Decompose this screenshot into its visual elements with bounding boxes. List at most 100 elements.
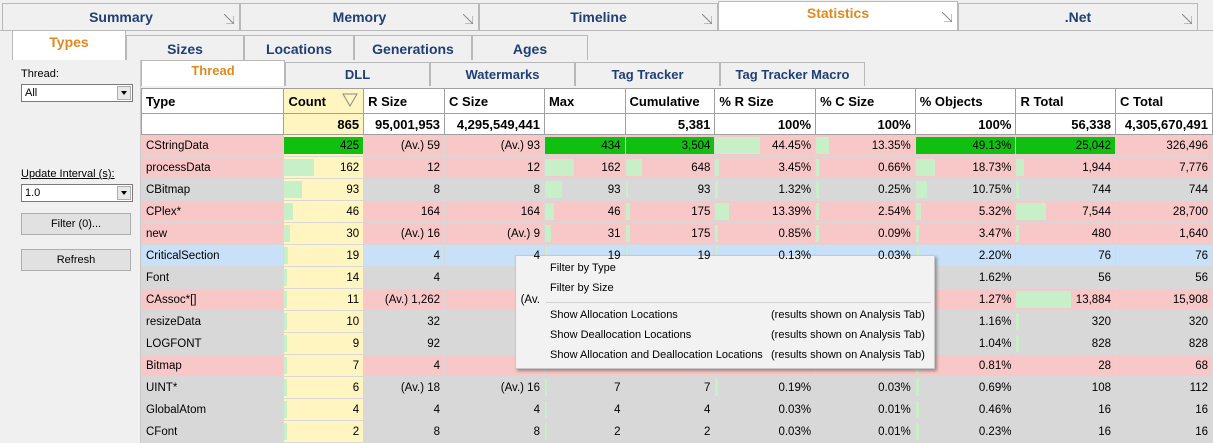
cell-value: 32	[427, 315, 441, 328]
value-bar	[916, 379, 919, 396]
value-bar	[715, 137, 760, 154]
table-row[interactable]: CBitmap 93 8 8 93 93 1.32% 0.25% 10.75% 744 744	[141, 178, 1213, 201]
col-header-type[interactable]: Type	[141, 88, 285, 114]
cell-value: 2	[614, 425, 621, 438]
col-header-ctotal[interactable]: C Total	[1114, 88, 1213, 114]
value-bar	[916, 137, 1015, 154]
value-bar	[284, 357, 287, 374]
col-header-max[interactable]: Max	[543, 88, 626, 114]
menu-item-show-alloc-dealloc-locations[interactable]: Show Allocation and Deallocation Locatio…	[550, 349, 763, 361]
cell-value: 164	[420, 205, 441, 218]
tab-statistics[interactable]: Statistics	[718, 1, 958, 30]
col-header-pct-objects[interactable]: % Objects	[914, 88, 1017, 114]
cell-max: 434	[543, 134, 626, 157]
cell-value: Font	[146, 271, 170, 284]
tab-label: .Net	[1064, 9, 1092, 25]
col-header-count[interactable]: Count	[283, 88, 365, 114]
cell-ctotal: 15,908	[1114, 288, 1213, 311]
col-header-rtotal[interactable]: R Total	[1015, 88, 1116, 114]
cell-value: 49.13%	[972, 139, 1012, 152]
cell-value: 0.03%	[778, 425, 812, 438]
col-header-rsize[interactable]: R Size	[363, 88, 446, 114]
col-header-pct-csize[interactable]: % C Size	[815, 88, 916, 114]
cell-value: 3,504	[681, 139, 711, 152]
cell-cumulative: 7	[624, 376, 716, 399]
cell-value: 76	[1098, 249, 1111, 262]
table-row[interactable]: new 30 (Av.) 16 (Av.) 9 31 175 0.85% 0.09% 3.47%…	[141, 222, 1213, 245]
cell-pct-objects: 3.47%	[914, 222, 1017, 245]
cell-count: 14	[283, 266, 365, 289]
table-row[interactable]: CFont 2 8 8 2 2 0.03% 0.01% 0.23% 16 16	[141, 420, 1213, 443]
cell-rsize: 32	[363, 310, 446, 333]
cell-value: 4	[433, 249, 441, 262]
update-interval-select[interactable]: 1.0	[21, 184, 133, 202]
cell-ctotal: 76	[1114, 244, 1213, 267]
value-bar	[916, 401, 919, 418]
cell-pct-objects: 0.23%	[914, 420, 1017, 443]
cell-pct-rsize: 1.32%	[714, 178, 817, 201]
cell-pct-objects: 1.62%	[914, 266, 1017, 289]
value-bar	[284, 247, 288, 264]
total-pct-rsize: 100%	[714, 113, 817, 135]
tab-summary[interactable]: Summary	[2, 3, 240, 30]
value-bar	[916, 181, 927, 198]
value-bar	[916, 203, 921, 220]
subtab-watermarks[interactable]: Watermarks	[430, 62, 575, 86]
cell-pct-csize: 0.03%	[815, 376, 916, 399]
tab-dotnet[interactable]: .Net	[958, 3, 1198, 30]
subtab-types[interactable]: Types	[12, 30, 126, 60]
cell-value: 12	[427, 161, 441, 174]
update-interval-label: Update Interval (s):	[21, 168, 115, 180]
cell-cumulative: 93	[624, 178, 716, 201]
col-header-cumulative[interactable]: Cumulative	[624, 88, 716, 114]
cell-ctotal: 828	[1114, 332, 1213, 355]
filter-button[interactable]: Filter (0)...	[21, 213, 131, 235]
thread-select[interactable]: All	[21, 84, 133, 102]
cell-value: 0.81%	[978, 359, 1012, 372]
cell-value: 3.45%	[778, 161, 812, 174]
table-row[interactable]: UINT* 6 (Av.) 18 (Av.) 16 7 7 0.19% 0.03% 0.69% 1…	[141, 376, 1213, 399]
value-bar	[816, 137, 830, 154]
total-type	[141, 113, 285, 135]
subtab-locations[interactable]: Locations	[244, 35, 354, 60]
subtab-thread[interactable]: Thread	[141, 60, 285, 86]
cell-value: 4	[533, 403, 540, 416]
refresh-button[interactable]: Refresh	[21, 249, 131, 271]
subtab-tag-tracker-macro[interactable]: Tag Tracker Macro	[720, 62, 865, 86]
menu-item-show-allocation-locations[interactable]: Show Allocation Locations	[550, 309, 678, 321]
value-bar	[545, 159, 575, 176]
subtab-sizes[interactable]: Sizes	[126, 35, 244, 60]
cell-type: processData	[141, 156, 285, 179]
types-table[interactable]: Type Count R Size C Size Max Cumulative …	[141, 88, 1213, 443]
cell-count: 10	[283, 310, 365, 333]
menu-item-filter-by-size[interactable]: Filter by Size	[550, 282, 614, 294]
cell-pct-csize: 0.09%	[815, 222, 916, 245]
table-row[interactable]: CPlex* 46 164 164 46 175 13.39% 2.54% 5.32% 7,544…	[141, 200, 1213, 223]
col-header-csize[interactable]: C Size	[444, 88, 545, 114]
menu-item-show-deallocation-locations[interactable]: Show Deallocation Locations	[550, 329, 692, 341]
cell-value: 2.54%	[878, 205, 911, 218]
cell-value: 0.03%	[878, 381, 911, 394]
menu-item-filter-by-type[interactable]: Filter by Type	[550, 262, 616, 274]
cell-value: 434	[601, 139, 621, 152]
table-row[interactable]: GlobalAtom 4 4 4 4 4 0.03% 0.01% 0.46% 16 16	[141, 398, 1213, 421]
table-row[interactable]: CStringData 425 (Av.) 59 (Av.) 93 434 3,504 44…	[141, 134, 1213, 157]
col-header-pct-rsize[interactable]: % R Size	[714, 88, 817, 114]
chevron-down-icon[interactable]	[117, 86, 131, 100]
table-row[interactable]: processData 162 12 12 162 648 3.45% 0.66% 18.73%…	[141, 156, 1213, 179]
total-rsize: 95,001,953	[363, 113, 446, 135]
subtab-tag-tracker[interactable]: Tag Tracker	[575, 62, 720, 86]
chevron-down-icon[interactable]	[117, 186, 131, 200]
tab-memory[interactable]: Memory	[240, 3, 479, 30]
cell-pct-objects: 0.46%	[914, 398, 1017, 421]
cell-value: 16	[1195, 403, 1208, 416]
cell-count: 425	[283, 134, 365, 157]
subtab-ages[interactable]: Ages	[472, 35, 588, 60]
value-bar	[284, 203, 294, 220]
cell-type: Bitmap	[141, 354, 285, 377]
value-bar	[545, 181, 562, 198]
tab-timeline[interactable]: Timeline	[479, 3, 718, 30]
tab-label: Summary	[89, 9, 153, 25]
subtab-dll[interactable]: DLL	[285, 62, 430, 86]
subtab-generations[interactable]: Generations	[354, 35, 472, 60]
